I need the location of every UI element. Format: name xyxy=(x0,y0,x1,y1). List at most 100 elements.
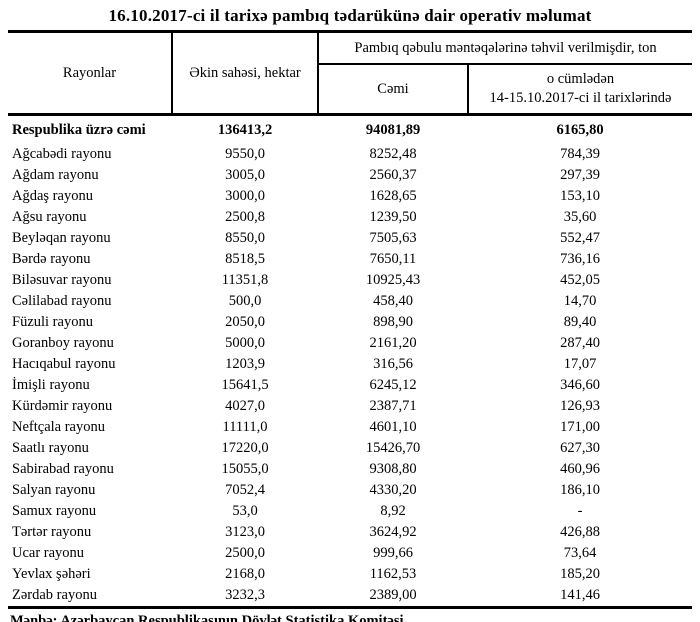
region-name-cell: Tərtər rayonu xyxy=(12,524,92,540)
col-header-tehvil-group: Pambıq qəbulu məntəqələrinə təhvil veril… xyxy=(318,31,692,65)
total-delivered-cell: 2560,37 xyxy=(369,167,417,183)
recent-delivered-cell: 73,64 xyxy=(563,545,597,561)
report-page: 16.10.2017-ci il tarixə pambıq tədarükün… xyxy=(8,0,692,622)
total-delivered-cell: 8,92 xyxy=(380,503,406,519)
col-header-cemi: Cəmi xyxy=(318,64,469,115)
total-delivered-cell: 4330,20 xyxy=(369,482,417,498)
recent-delivered-cell: 426,88 xyxy=(560,524,600,540)
table-row: Goranboy rayonu 5000,0 2161,20 287,40 xyxy=(8,333,692,354)
recent-delivered-cell: 17,07 xyxy=(563,356,597,372)
region-name-cell: Beyləqan rayonu xyxy=(12,230,111,246)
recent-delivered-cell: 736,16 xyxy=(560,251,600,267)
recent-delivered-cell: 452,05 xyxy=(560,272,600,288)
total-delivered-cell: 7650,11 xyxy=(369,251,417,267)
table-row: Ağcabədi rayonu 9550,0 8252,48 784,39 xyxy=(8,144,692,165)
recent-delivered-cell: 14,70 xyxy=(563,293,597,309)
table-body: Respublika üzrə cəmi 136413,2 94081,89 6165… xyxy=(8,115,692,608)
recent-delivered-cell: 287,40 xyxy=(560,335,600,351)
recent-delivered-cell: - xyxy=(577,503,583,519)
table-row: Ağdaş rayonu 3000,0 1628,65 153,10 xyxy=(8,186,692,207)
region-name-cell: Füzuli rayonu xyxy=(12,314,93,330)
area-value-cell: 5000,0 xyxy=(225,335,265,351)
table-row: Ucar rayonu 2500,0 999,66 73,64 xyxy=(8,543,692,564)
o-cumleden-line2: 14-15.10.2017-ci il tarixlərində xyxy=(489,90,672,106)
total-delivered-cell: 458,40 xyxy=(373,293,413,309)
table-row: Hacıqabul rayonu 1203,9 316,56 17,07 xyxy=(8,354,692,375)
table-row: Tərtər rayonu 3123,0 3624,92 426,88 xyxy=(8,522,692,543)
area-value-cell: 2500,0 xyxy=(225,545,265,561)
recent-delivered-cell: 35,60 xyxy=(563,209,597,225)
total-delivered-cell: 2387,71 xyxy=(369,398,417,414)
region-name-cell: Ağcabədi rayonu xyxy=(12,146,112,162)
total-delivered-cell: 15426,70 xyxy=(365,440,421,456)
table-row: Neftçala rayonu 11111,0 4601,10 171,00 xyxy=(8,417,692,438)
area-value-cell: 500,0 xyxy=(228,293,262,309)
recent-delivered-cell: 186,10 xyxy=(560,482,600,498)
recent-delivered-cell: 552,47 xyxy=(560,230,600,246)
area-value-cell: 8550,0 xyxy=(225,230,265,246)
table-row: Füzuli rayonu 2050,0 898,90 89,40 xyxy=(8,312,692,333)
col-header-rayonlar: Rayonlar xyxy=(8,31,173,115)
table-row: Sabirabad rayonu 15055,0 9308,80 460,96 xyxy=(8,459,692,480)
area-value-cell: 136413,2 xyxy=(217,122,273,138)
region-name-cell: İmişli rayonu xyxy=(12,377,90,393)
table-row: Saatlı rayonu 17220,0 15426,70 627,30 xyxy=(8,438,692,459)
total-delivered-cell: 2161,20 xyxy=(369,335,417,351)
region-name-cell: Sabirabad rayonu xyxy=(12,461,114,477)
table-row: Ağdam rayonu 3005,0 2560,37 297,39 xyxy=(8,165,692,186)
recent-delivered-cell: 89,40 xyxy=(563,314,597,330)
source-note: Mənbə: Azərbaycan Respublikasının Dövlət… xyxy=(10,613,404,622)
region-name-cell: Ağdam rayonu xyxy=(12,167,99,183)
region-name-cell: Salyan rayonu xyxy=(12,482,96,498)
area-value-cell: 3232,3 xyxy=(225,587,265,603)
table-row: Biləsuvar rayonu 11351,8 10925,43 452,05 xyxy=(8,270,692,291)
region-name-cell: Respublika üzrə cəmi xyxy=(12,122,146,138)
total-row: Respublika üzrə cəmi 136413,2 94081,89 6165… xyxy=(8,115,692,145)
area-value-cell: 3000,0 xyxy=(225,188,265,204)
region-name-cell: Neftçala rayonu xyxy=(12,419,105,435)
recent-delivered-cell: 6165,80 xyxy=(556,122,604,138)
area-value-cell: 15641,5 xyxy=(221,377,269,393)
total-delivered-cell: 6245,12 xyxy=(369,377,417,393)
table-row: İmişli rayonu 15641,5 6245,12 346,60 xyxy=(8,375,692,396)
total-delivered-cell: 9308,80 xyxy=(369,461,417,477)
region-name-cell: Biləsuvar rayonu xyxy=(12,272,112,288)
area-value-cell: 1203,9 xyxy=(225,356,265,372)
area-value-cell: 4027,0 xyxy=(225,398,265,414)
total-delivered-cell: 1628,65 xyxy=(369,188,417,204)
col-header-o-cumleden: o cümlədən 14-15.10.2017-ci il tarixləri… xyxy=(468,64,692,115)
region-name-cell: Zərdab rayonu xyxy=(12,587,97,603)
region-name-cell: Saatlı rayonu xyxy=(12,440,89,456)
recent-delivered-cell: 171,00 xyxy=(560,419,600,435)
area-value-cell: 7052,4 xyxy=(225,482,265,498)
region-name-cell: Yevlax şəhəri xyxy=(12,566,91,582)
region-name-cell: Ağdaş rayonu xyxy=(12,188,93,204)
area-value-cell: 11111,0 xyxy=(222,419,268,435)
table-row: Beyləqan rayonu 8550,0 7505,63 552,47 xyxy=(8,228,692,249)
recent-delivered-cell: 346,60 xyxy=(560,377,600,393)
region-name-cell: Samux rayonu xyxy=(12,503,97,519)
area-value-cell: 2500,8 xyxy=(225,209,265,225)
total-delivered-cell: 999,66 xyxy=(373,545,413,561)
recent-delivered-cell: 185,20 xyxy=(560,566,600,582)
total-delivered-cell: 10925,43 xyxy=(365,272,421,288)
region-name-cell: Bərdə rayonu xyxy=(12,251,91,267)
total-delivered-cell: 316,56 xyxy=(373,356,413,372)
area-value-cell: 2168,0 xyxy=(225,566,265,582)
total-delivered-cell: 1239,50 xyxy=(369,209,417,225)
table-row: Bərdə rayonu 8518,5 7650,11 736,16 xyxy=(8,249,692,270)
table-row: Salyan rayonu 7052,4 4330,20 186,10 xyxy=(8,480,692,501)
region-name-cell: Hacıqabul rayonu xyxy=(12,356,116,372)
o-cumleden-line1: o cümlədən xyxy=(546,71,615,87)
header-row-1: Rayonlar Əkin sahəsi, hektar Pambıq qəbu… xyxy=(8,31,692,115)
table-row: Yevlax şəhəri 2168,0 1162,53 185,20 xyxy=(8,564,692,585)
cotton-procurement-table: Rayonlar Əkin sahəsi, hektar Pambıq qəbu… xyxy=(8,30,692,609)
region-name-cell: Ucar rayonu xyxy=(12,545,85,561)
area-value-cell: 2050,0 xyxy=(225,314,265,330)
total-delivered-cell: 2389,00 xyxy=(369,587,417,603)
table-row: Cəlilabad rayonu 500,0 458,40 14,70 xyxy=(8,291,692,312)
table-row: Samux rayonu 53,0 8,92 - xyxy=(8,501,692,522)
area-value-cell: 53,0 xyxy=(232,503,258,519)
recent-delivered-cell: 297,39 xyxy=(560,167,600,183)
region-name-cell: Goranboy rayonu xyxy=(12,335,114,351)
